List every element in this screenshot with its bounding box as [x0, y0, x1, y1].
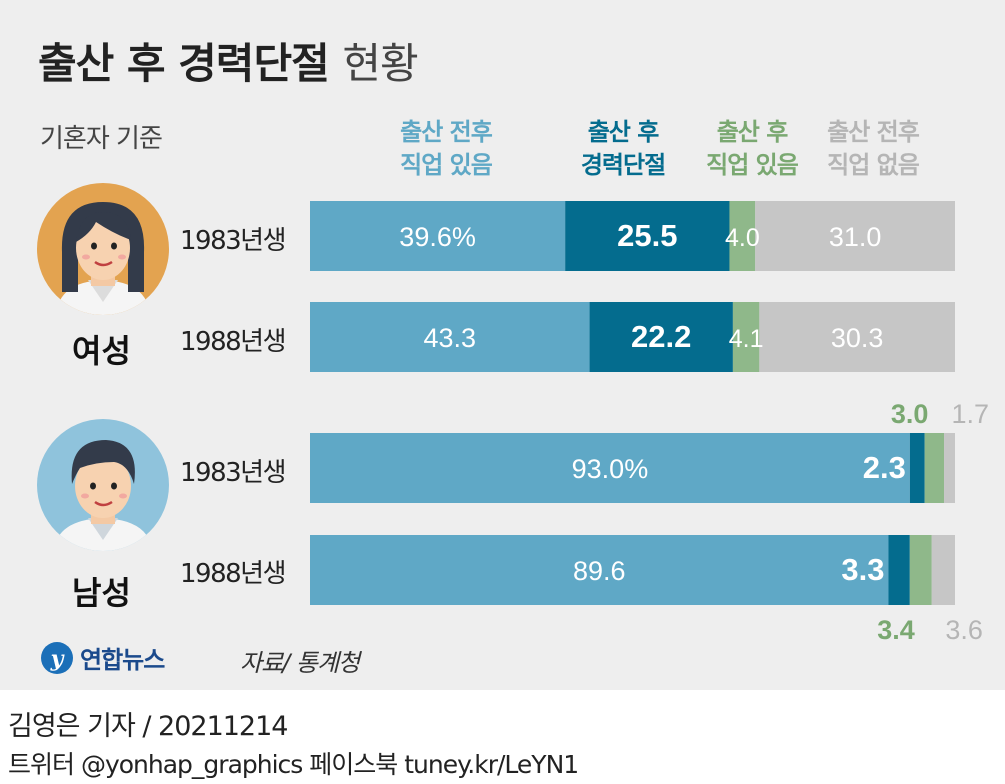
data-label-not-employed: 31.0 [829, 222, 882, 252]
basis-note: 기혼자 기준 [40, 124, 163, 154]
data-label-employed-both: 93.0% [572, 454, 649, 484]
data-label-employed-after: 4.1 [729, 325, 764, 353]
bar-segment-career-break [888, 535, 910, 605]
legend-item-career-break: 출산 후 경력단절 [558, 116, 688, 182]
legend-line1: 출산 후 [587, 118, 660, 146]
bar-segment-employed-after [924, 433, 945, 503]
data-label-career-break: 25.5 [617, 218, 677, 253]
bar-segment-employed-both [310, 302, 590, 372]
title-text: 출산 후 경력단절 [38, 39, 330, 88]
data-label-employed-after: 3.4 [877, 615, 915, 645]
data-label-employed-after: 4.0 [725, 224, 760, 252]
logo-text: 연합뉴스 [80, 646, 165, 674]
logo: y 연합뉴스 [40, 640, 165, 675]
bar-segment-career-break [565, 201, 730, 271]
legend-item-employed-after: 출산 후 직업 있음 [692, 116, 812, 182]
legend-line2: 직업 있음 [400, 151, 493, 179]
data-label-not-employed: 30.3 [831, 323, 884, 353]
legend-item-not-employed: 출산 전후 직업 없음 [808, 116, 938, 182]
bar-segment-not-employed [755, 201, 955, 271]
page-title: 출산 후 경력단절 현황 [38, 30, 419, 91]
bar-segment-employed-both [310, 201, 566, 271]
row-label-women-1983: 1983년생 [180, 226, 287, 256]
bar-segment-not-employed [759, 302, 955, 372]
bar-segment-career-break [589, 302, 733, 372]
data-label-employed-both: 89.6 [573, 556, 626, 586]
data-label-career-break: 22.2 [631, 319, 691, 354]
data-label-career-break: 2.3 [863, 450, 906, 485]
bar-segment-employed-after [729, 201, 756, 271]
bar-segment-not-employed [944, 433, 955, 503]
legend-line1: 출산 전후 [827, 118, 920, 146]
data-label-not-employed: 3.6 [945, 615, 983, 645]
legend-line1: 출산 전후 [400, 118, 493, 146]
svg-text:y: y [50, 646, 66, 672]
legend-line1: 출산 후 [716, 118, 789, 146]
source-note: 자료/ 통계청 [240, 649, 360, 677]
social-links: 트위터 @yonhap_graphics 페이스북 tuney.kr/LeYN1 [8, 750, 579, 779]
legend-line2: 직업 있음 [706, 151, 799, 179]
row-label-men-1983: 1983년생 [180, 458, 287, 488]
row-label-women-1988: 1988년생 [180, 327, 287, 357]
yonhap-logo-icon: y [41, 641, 73, 674]
bar-segment-employed-both [310, 535, 889, 605]
group-label-men: 남성 [72, 574, 131, 612]
legend-line2: 직업 없음 [827, 151, 920, 179]
byline: 김영은 기자 / 20211214 [8, 711, 288, 742]
legend-line2: 경력단절 [580, 151, 666, 179]
stacked-bar-chart: 39.6% 25.5 4.0 31.0 43.3 22.2 4.1 30.3 93.0% 2.3 3… [310, 201, 990, 645]
bar-segment-employed-both [310, 433, 910, 503]
legend-item-employed-both: 출산 전후 직업 있음 [376, 116, 516, 182]
data-label-employed-both: 39.6% [399, 222, 476, 252]
man-avatar-icon [37, 419, 169, 551]
row-label-men-1988: 1988년생 [180, 559, 287, 589]
data-label-not-employed: 1.7 [952, 399, 990, 429]
woman-avatar-icon [37, 183, 169, 315]
title-suffix: 현황 [342, 39, 418, 88]
bar-segment-employed-after [909, 535, 932, 605]
data-label-employed-both: 43.3 [424, 323, 477, 353]
data-label-career-break: 3.3 [841, 552, 884, 587]
bar-segment-employed-after [732, 302, 760, 372]
bar-segment-not-employed [931, 535, 955, 605]
data-label-employed-after: 3.0 [891, 399, 929, 429]
bar-segment-career-break [909, 433, 925, 503]
group-label-women: 여성 [72, 332, 131, 370]
